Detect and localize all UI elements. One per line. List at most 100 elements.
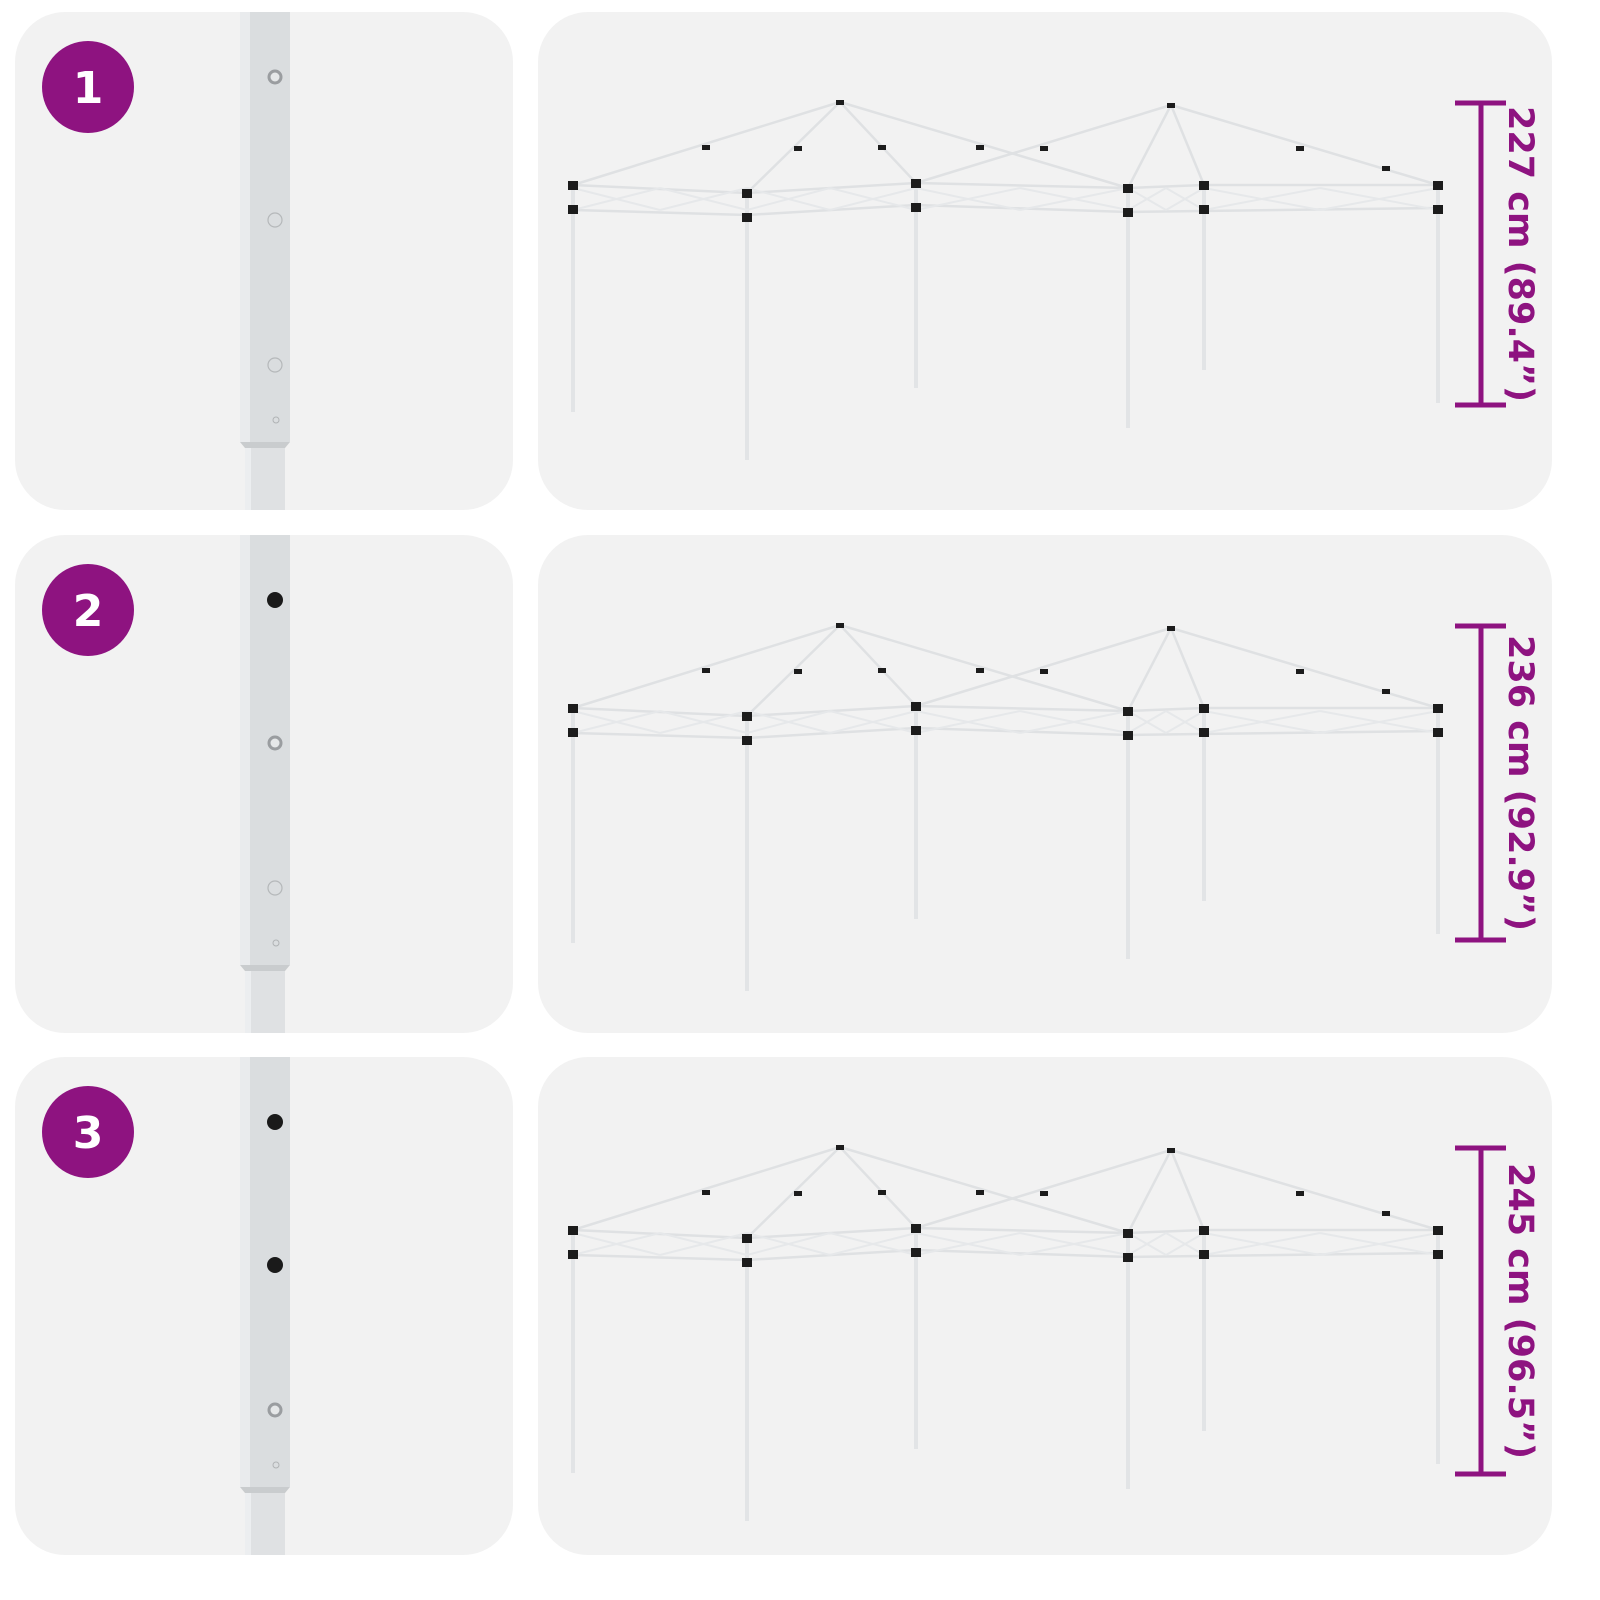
connector (1296, 1191, 1304, 1196)
lower-pole (245, 963, 285, 1033)
corner-bracket (742, 1234, 752, 1243)
frame-bar (1127, 729, 1439, 737)
connector (702, 668, 710, 673)
connector (702, 145, 710, 150)
connector (1040, 146, 1048, 151)
connector (1040, 669, 1048, 674)
truss-bar (746, 187, 831, 211)
corner-bracket (911, 179, 921, 188)
frame-bar (1127, 1251, 1439, 1259)
step-badge (42, 564, 134, 656)
truss-bar (1165, 1232, 1205, 1256)
truss-bar (1203, 187, 1321, 211)
corner-bracket (742, 712, 752, 721)
corner-bracket (1123, 184, 1133, 193)
slider-bracket (1433, 205, 1443, 214)
frame-bar (915, 203, 1129, 214)
truss-bar (1127, 710, 1167, 734)
truss-bar (915, 710, 1021, 734)
frame-bar (1127, 1228, 1205, 1235)
corner-bracket (742, 189, 752, 198)
slider-bracket (1433, 728, 1443, 737)
frame-bar (746, 101, 841, 194)
connector (836, 100, 844, 105)
corner-bracket (1433, 181, 1443, 190)
frame-bar (839, 1146, 917, 1229)
corner-bracket (911, 702, 921, 711)
frame-bar (915, 1226, 1129, 1235)
frame-bar (1170, 626, 1439, 710)
hole (272, 939, 280, 947)
truss-bar (1127, 1232, 1167, 1256)
frame-bar (1126, 1149, 1173, 1234)
frame-bar (1127, 706, 1205, 713)
slider-bracket (742, 213, 752, 222)
slider-bracket (911, 1248, 921, 1257)
truss-bar (659, 187, 748, 211)
truss-bar (1019, 710, 1129, 734)
corner-bracket (911, 1224, 921, 1233)
corner-bracket (1199, 181, 1209, 190)
connector (976, 1190, 984, 1195)
truss-bar (1019, 187, 1129, 211)
truss-bar (829, 1232, 917, 1256)
gazebo-panel (538, 12, 1552, 510)
slider-bracket (742, 736, 752, 745)
gazebo-panel (538, 1057, 1552, 1555)
frame-bar (1127, 206, 1439, 214)
locked-hole (267, 592, 283, 608)
step-number: 1 (73, 63, 104, 114)
frame-bar (1170, 1148, 1439, 1232)
height-label: 245 cm (96.5”) (1500, 1163, 1540, 1459)
slider-bracket (1123, 1253, 1133, 1262)
slider-bracket (911, 726, 921, 735)
connector (1382, 166, 1390, 171)
step-row-1: 1 227 cm (89.4”) (15, 12, 1552, 510)
truss-bar (829, 710, 917, 734)
frame-bar (915, 181, 1129, 190)
corner-bracket (1123, 1229, 1133, 1238)
hole (272, 416, 280, 424)
truss-bar (915, 187, 1021, 211)
hole (267, 212, 283, 228)
lower-pole (245, 440, 285, 510)
truss-bar (1319, 710, 1439, 734)
slider-bracket (1123, 731, 1133, 740)
truss-bar (915, 1232, 1021, 1256)
connector (1167, 103, 1175, 108)
frame-bar (915, 726, 1129, 737)
frame-bar (572, 623, 841, 710)
locked-hole (267, 1114, 283, 1130)
truss-bar (572, 710, 661, 734)
frame-bar (1169, 627, 1206, 709)
gazebo-frame (568, 623, 1443, 991)
frame-bar (1169, 104, 1206, 186)
truss-bar (829, 187, 917, 211)
slider-bracket (911, 203, 921, 212)
connector (794, 1191, 802, 1196)
truss-bar (1165, 187, 1205, 211)
connector (878, 668, 886, 673)
slider-bracket (1123, 208, 1133, 217)
connector (1167, 626, 1175, 631)
lower-pole (245, 1485, 285, 1555)
slider-bracket (1199, 728, 1209, 737)
connector (702, 1190, 710, 1195)
gazebo-panel (538, 535, 1552, 1033)
corner-bracket (568, 1226, 578, 1235)
connector (976, 668, 984, 673)
connector (836, 1145, 844, 1150)
connector (1040, 1191, 1048, 1196)
frame-bar (1126, 627, 1173, 712)
locked-hole (267, 1257, 283, 1273)
corner-bracket (1199, 704, 1209, 713)
truss-bar (746, 710, 831, 734)
frame-bar (915, 626, 1172, 708)
connector (1296, 669, 1304, 674)
frame-bar (1170, 103, 1439, 187)
truss-bar (746, 1232, 831, 1256)
frame-bar (1127, 183, 1205, 190)
connector (1382, 689, 1390, 694)
connector (836, 623, 844, 628)
